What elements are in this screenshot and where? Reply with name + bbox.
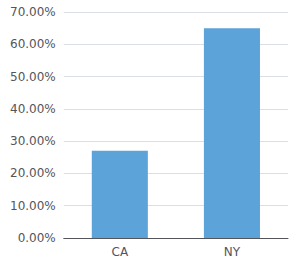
svg-text:50.00%: 50.00% [10, 70, 56, 84]
svg-text:60.00%: 60.00% [10, 37, 56, 51]
svg-text:40.00%: 40.00% [10, 102, 56, 116]
svg-text:30.00%: 30.00% [10, 134, 56, 148]
svg-text:NY: NY [224, 245, 241, 259]
svg-text:10.00%: 10.00% [10, 199, 56, 213]
svg-text:CA: CA [112, 245, 129, 259]
svg-text:70.00%: 70.00% [10, 5, 56, 19]
svg-text:0.00%: 0.00% [18, 231, 56, 245]
svg-text:20.00%: 20.00% [10, 166, 56, 180]
